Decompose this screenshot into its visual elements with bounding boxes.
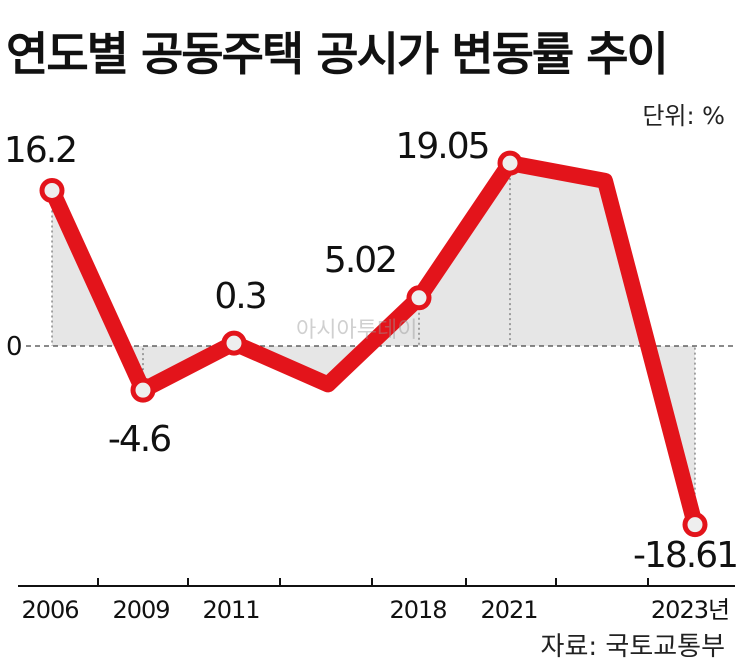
- data-point: [39, 177, 65, 203]
- data-label: 5.02: [324, 240, 396, 281]
- data-point: [406, 285, 432, 311]
- data-label: 16.2: [4, 130, 76, 171]
- data-label: -18.61: [633, 535, 737, 576]
- zero-label: 0: [6, 332, 23, 362]
- source-label: 자료: 국토교통부: [540, 632, 725, 662]
- chart-title: 연도별 공동주택 공시가 변동률 추이: [6, 27, 669, 81]
- unit-label: 단위: %: [642, 102, 725, 130]
- data-label: -4.6: [108, 419, 170, 460]
- x-tick-label: 2009: [112, 596, 169, 624]
- x-tick-label: 2018: [389, 596, 446, 624]
- data-point: [682, 512, 708, 538]
- data-label: 0.3: [214, 276, 265, 317]
- data-point: [130, 377, 156, 403]
- data-point: [497, 150, 523, 176]
- data-point: [221, 330, 247, 356]
- series-line: [44, 155, 703, 533]
- x-tick-label: 2006: [21, 596, 78, 624]
- x-tick-label: 2023년: [651, 596, 729, 624]
- watermark: 아시아투데이: [296, 318, 418, 343]
- data-label: 19.05: [395, 126, 488, 167]
- x-tick-label: 2021: [480, 596, 537, 624]
- x-tick-label: 2011: [202, 596, 259, 624]
